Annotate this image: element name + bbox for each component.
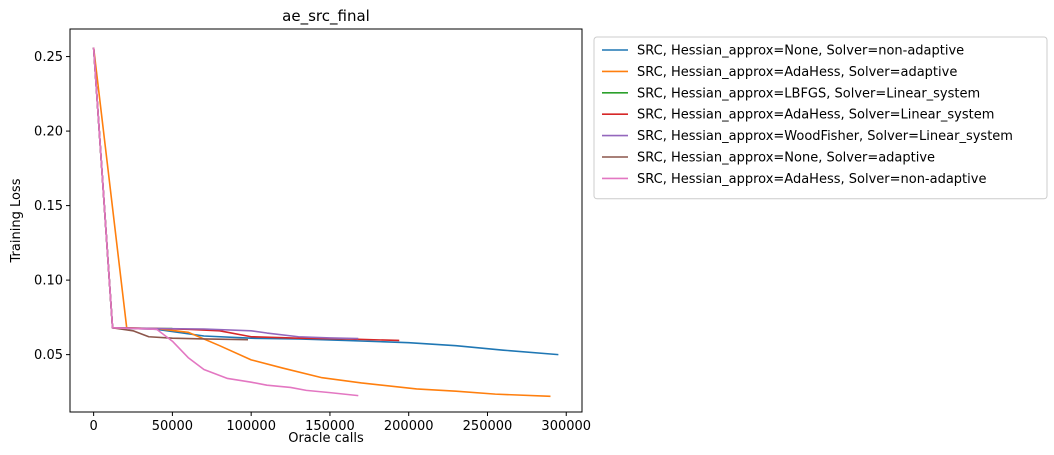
legend-box: [593, 36, 1048, 200]
x-tick-label: 0: [89, 419, 97, 434]
x-axis-label: Oracle calls: [288, 431, 364, 446]
x-tick-label: 300000: [541, 419, 591, 434]
plot-frame: [69, 28, 583, 413]
x-tick-label: 50000: [152, 419, 193, 434]
x-tick-label: 100000: [226, 419, 276, 434]
y-tick-label: 0.20: [34, 125, 63, 140]
x-tick-label: 250000: [463, 419, 513, 434]
chart-title: ae_src_final: [282, 7, 370, 26]
series-line-7: [92, 47, 359, 397]
legend: SRC, Hessian_approx=None, Solver=non-ada…: [593, 36, 1048, 200]
x-tick-label: 200000: [384, 419, 434, 434]
legend-label: SRC, Hessian_approx=None, Solver=adaptiv…: [637, 151, 935, 166]
legend-label: SRC, Hessian_approx=AdaHess, Solver=non-…: [637, 172, 986, 187]
legend-label: SRC, Hessian_approx=AdaHess, Solver=adap…: [637, 65, 957, 80]
legend-label: SRC, Hessian_approx=AdaHess, Solver=Line…: [637, 108, 994, 123]
x-tick-label: 150000: [305, 419, 355, 434]
y-tick-label: 0.10: [34, 274, 63, 289]
ticks: 0 50000 100000 150000 200000 250000 300000 0.05…: [34, 50, 591, 434]
y-axis-label: Training Loss: [9, 178, 24, 263]
y-tick-label: 0.05: [34, 348, 63, 363]
y-tick-label: 0.15: [34, 199, 63, 214]
legend-label: SRC, Hessian_approx=None, Solver=non-ada…: [637, 44, 964, 59]
legend-label: SRC, Hessian_approx=WoodFisher, Solver=L…: [637, 129, 1013, 144]
legend-label: SRC, Hessian_approx=LBFGS, Solver=Linear…: [637, 86, 980, 101]
y-tick-label: 0.25: [34, 50, 63, 65]
plot-lines: [92, 47, 559, 398]
